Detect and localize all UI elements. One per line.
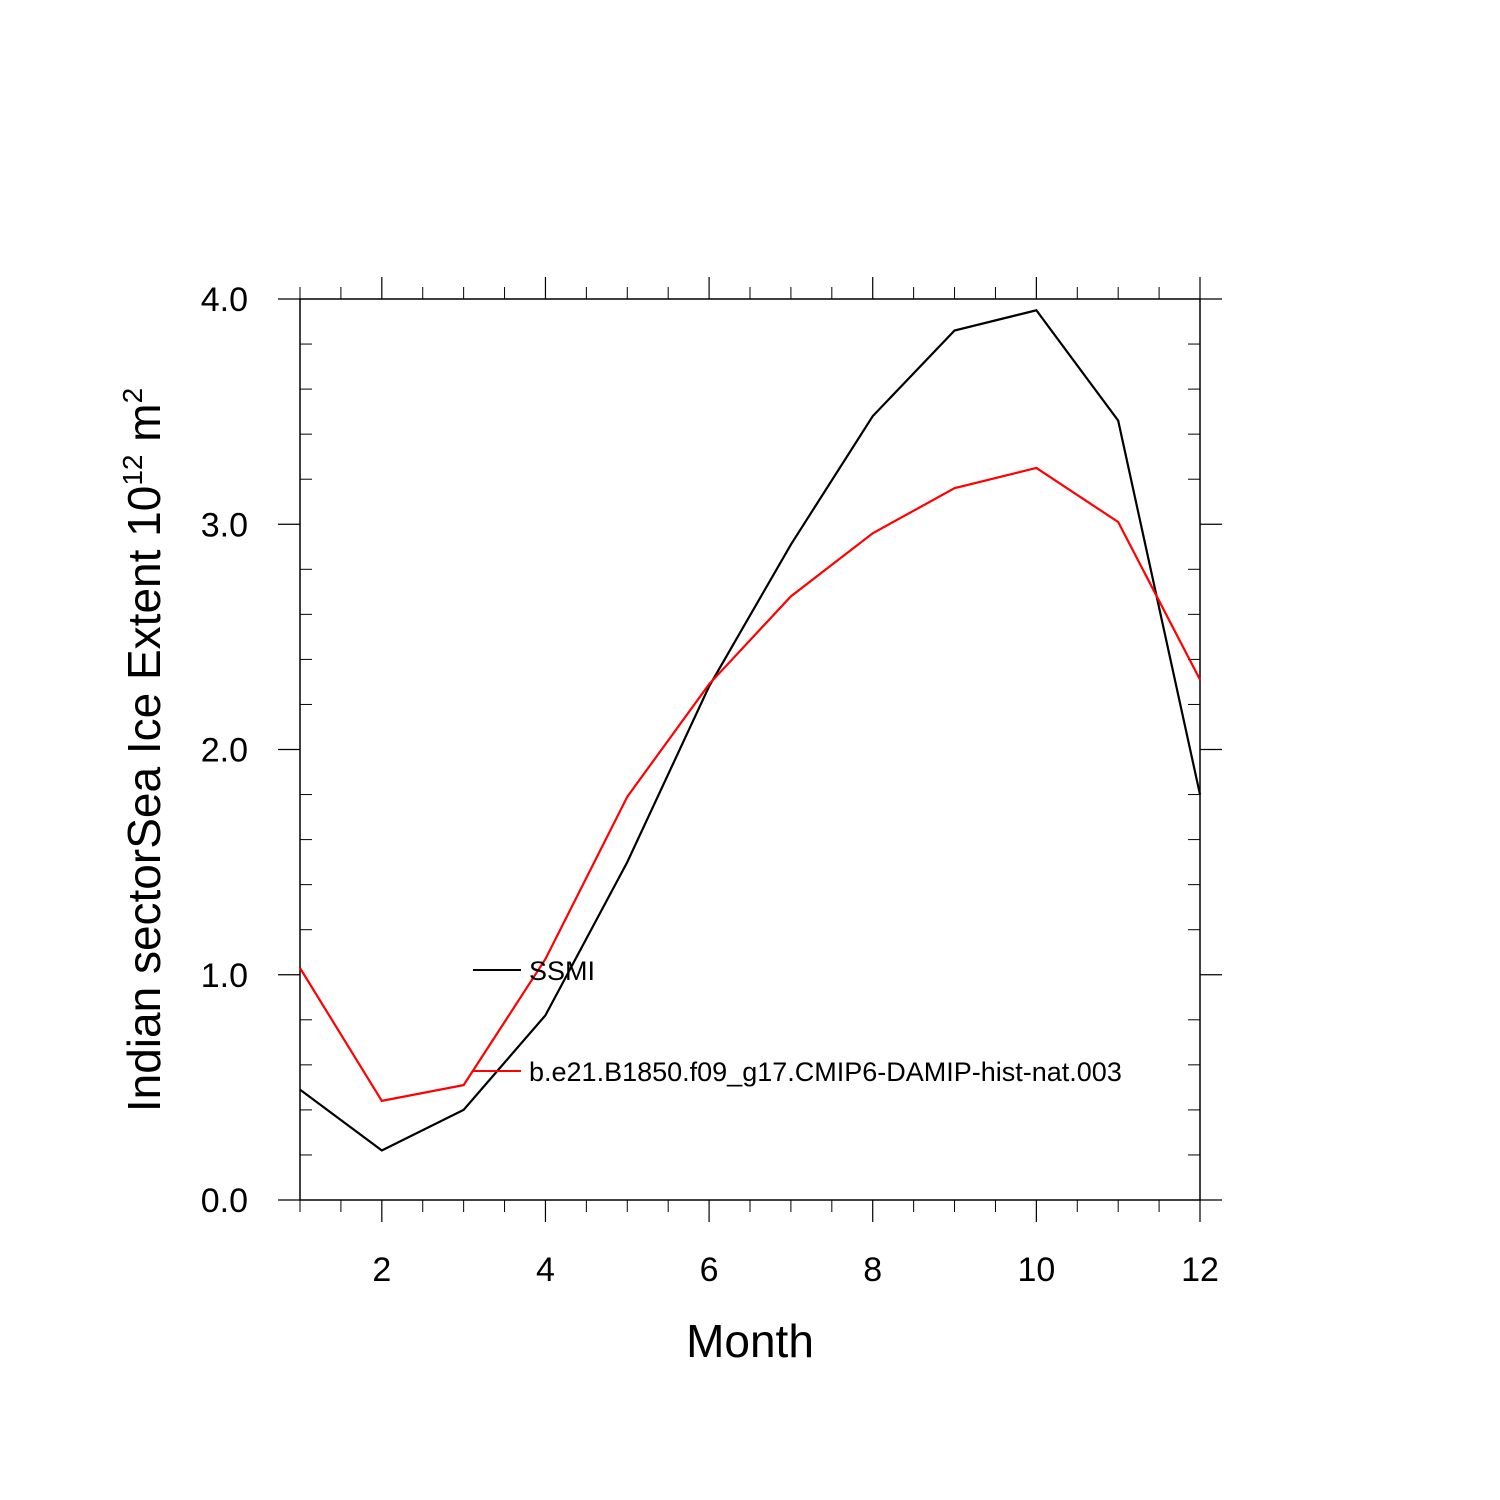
x-tick-label: 6 [700, 1251, 719, 1289]
series-line-ssmi [299, 309, 1202, 1152]
x-tick-label: 4 [536, 1251, 555, 1289]
y-tick-label: 3.0 [201, 506, 248, 544]
legend-label-ssmi: SSMI [529, 956, 595, 986]
minor-ticks [299, 287, 1200, 1212]
x-axis-title: Month [686, 1315, 814, 1367]
x-tick-label: 10 [1017, 1251, 1055, 1289]
major-ticks [278, 277, 1222, 1222]
x-tick-label: 2 [372, 1251, 391, 1289]
legend-label-model: b.e21.B1850.f09_g17.CMIP6-DAMIP-hist-nat… [529, 1057, 1122, 1087]
legend: SSMI b.e21.B1850.f09_g17.CMIP6-DAMIP-his… [473, 956, 1122, 1087]
y-tick-label: 0.0 [201, 1182, 248, 1220]
series-line-model [299, 466, 1201, 1103]
x-tick-labels: 2 4 6 8 10 12 [372, 1251, 1219, 1289]
y-axis-title-exponent-1: 12 [117, 455, 148, 486]
y-tick-label: 4.0 [201, 281, 248, 319]
y-tick-label: 1.0 [201, 957, 248, 995]
y-axis-title-main: Indian sectorSea Ice Extent 10 [118, 486, 170, 1113]
y-tick-labels: 0.0 1.0 2.0 3.0 4.0 [201, 281, 248, 1220]
series-lines [299, 309, 1202, 1152]
x-tick-label: 12 [1181, 1251, 1219, 1289]
plot-frame [299, 298, 1201, 1201]
y-axis-title-exponent-2: 2 [117, 388, 148, 404]
y-tick-label: 2.0 [201, 732, 248, 770]
y-axis-title-unit: m [118, 403, 170, 454]
x-tick-label: 8 [863, 1251, 882, 1289]
y-axis-title: Indian sectorSea Ice Extent 1012 m2 [117, 388, 170, 1112]
